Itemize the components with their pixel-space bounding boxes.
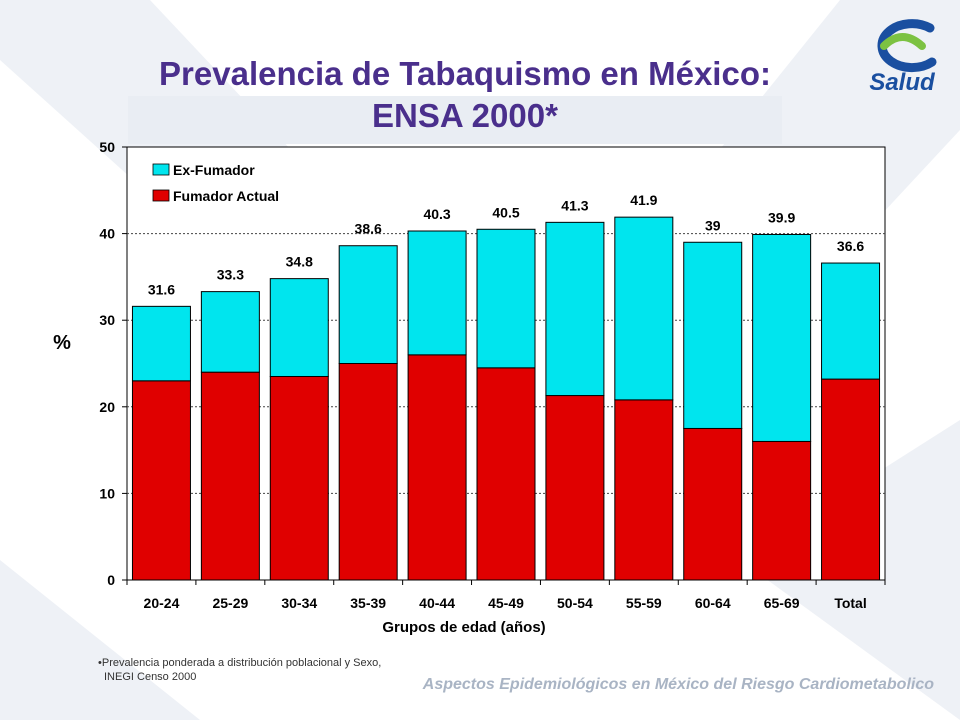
bar-fumador-actual [200, 371, 260, 581]
data-label: 33.3 [217, 267, 244, 283]
bar-ex-fumador [683, 241, 743, 429]
y-tick-label: 10 [99, 485, 115, 501]
x-tick-label: Total [834, 595, 866, 611]
bar-fumador-actual [476, 367, 536, 581]
bar-fumador-actual [545, 395, 605, 581]
bar-fumador-actual [683, 427, 743, 581]
x-tick-label: 20-24 [144, 595, 180, 611]
bar-ex-fumador [407, 230, 467, 356]
x-tick-label: 60-64 [695, 595, 731, 611]
footnote-line1: •Prevalencia ponderada a distribución po… [98, 657, 382, 669]
data-label: 38.6 [355, 221, 382, 237]
bar-ex-fumador [200, 291, 260, 373]
x-axis-label: Grupos de edad (años) [382, 619, 545, 636]
bar-ex-fumador [614, 216, 674, 401]
bar-ex-fumador [752, 233, 812, 442]
bar-fumador-actual [338, 363, 398, 581]
data-label: 34.8 [286, 254, 313, 270]
bar-fumador-actual [614, 399, 674, 581]
logo-text: Salud [869, 69, 936, 94]
x-tick-label: 50-54 [557, 595, 593, 611]
data-label: 39 [705, 217, 721, 233]
bar-fumador-actual [407, 354, 467, 581]
data-label: 40.3 [423, 206, 450, 222]
x-tick-label: 40-44 [419, 595, 455, 611]
y-tick-label: 40 [99, 226, 115, 242]
x-tick-label: 55-59 [626, 595, 662, 611]
y-tick-label: 30 [99, 312, 115, 328]
footer-text: Aspectos Epidemiológicos en México del R… [422, 676, 934, 693]
bar-ex-fumador [545, 221, 605, 397]
salud-logo: Salud [869, 19, 937, 94]
data-label: 31.6 [148, 281, 175, 297]
data-label: 40.5 [492, 204, 519, 220]
x-tick-label: 35-39 [350, 595, 386, 611]
page-title-line1: Prevalencia de Tabaquismo en México: [159, 55, 771, 92]
y-tick-label: 0 [107, 572, 115, 588]
footnote: •Prevalencia ponderada a distribución po… [98, 656, 381, 684]
page-title-line2: ENSA 2000* [372, 97, 558, 134]
bar-ex-fumador [131, 305, 191, 382]
bar-ex-fumador [476, 228, 536, 369]
legend-label: Fumador Actual [173, 188, 279, 204]
data-label: 39.9 [768, 209, 795, 225]
bar-fumador-actual [821, 378, 881, 581]
y-tick-label: 20 [99, 399, 115, 415]
legend-swatch [152, 163, 170, 176]
data-label: 41.9 [630, 192, 657, 208]
x-tick-label: 30-34 [281, 595, 317, 611]
x-tick-label: 25-29 [212, 595, 248, 611]
bar-fumador-actual [752, 440, 812, 581]
y-axis-label: % [53, 332, 71, 354]
bar-ex-fumador [338, 245, 398, 364]
legend-label: Ex-Fumador [173, 162, 255, 178]
bar-ex-fumador [821, 262, 881, 380]
footnote-line2: INEGI Censo 2000 [104, 671, 197, 683]
legend-swatch [152, 189, 170, 202]
bar-ex-fumador [269, 278, 329, 377]
x-tick-label: 65-69 [764, 595, 800, 611]
data-label: 36.6 [837, 238, 864, 254]
y-tick-label: 50 [99, 139, 115, 155]
data-label: 41.3 [561, 197, 588, 213]
bar-fumador-actual [131, 380, 191, 581]
x-tick-label: 45-49 [488, 595, 524, 611]
bar-fumador-actual [269, 375, 329, 581]
